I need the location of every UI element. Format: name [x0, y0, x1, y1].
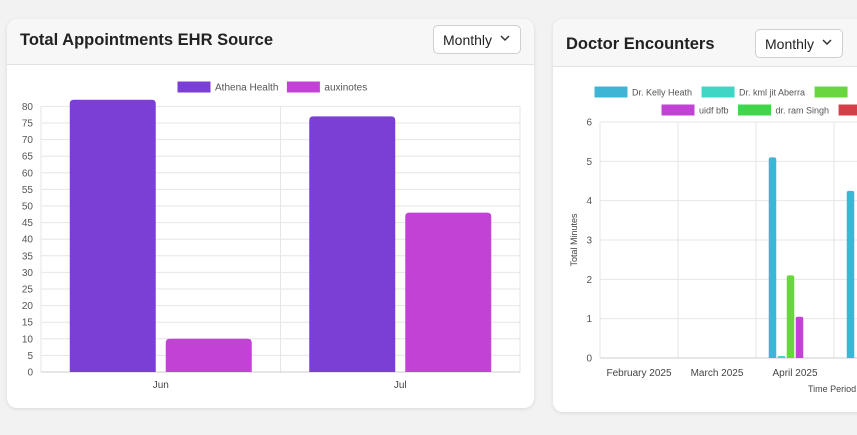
legend-swatch	[838, 104, 857, 116]
card-title: Total Appointments EHR Source	[20, 31, 274, 49]
y-tick-label: 55	[22, 185, 34, 196]
period-dropdown-label: Monthly	[443, 32, 493, 48]
y-tick-label: 6	[586, 118, 592, 129]
doctor-encounters-bar-chart: 0 1 2 3 4 5 6 February 2025 March 2025 April 2025…	[569, 86, 857, 394]
card-title: Doctor Encounters	[566, 35, 715, 53]
legend-swatch	[738, 104, 772, 116]
bar	[309, 116, 396, 372]
y-tick-label: 10	[22, 334, 34, 345]
y-tick-label: 30	[22, 268, 34, 279]
legend-swatch	[177, 81, 211, 93]
legend-swatch	[661, 104, 695, 116]
y-tick-label: 40	[22, 235, 34, 246]
legend-label: auxinotes	[324, 83, 367, 94]
ehr-source-card: Total Appointments EHR Source Monthly 0 5…	[7, 19, 534, 408]
y-tick-label: 1	[586, 314, 592, 325]
legend-label: Dr. kml jit Aberra	[739, 88, 805, 98]
legend-swatch	[286, 81, 320, 93]
y-tick-label: 0	[27, 368, 33, 379]
bar	[846, 190, 855, 358]
legend-label: dr. ram Singh	[776, 106, 830, 116]
y-tick-label: 2	[586, 275, 592, 286]
x-tick-label: Jun	[153, 380, 169, 391]
legend-label: Athena Health	[215, 83, 278, 94]
legend-swatch	[814, 86, 848, 98]
y-tick-label: 50	[22, 202, 34, 213]
x-tick-label: February 2025	[606, 368, 671, 379]
x-axis-title: Time Period	[808, 384, 856, 394]
ehr-source-bar-chart: 0 5 10 15 20 25 30 35 40 45 50 55 60 65 70 75 80 Jun Jul At…	[22, 81, 521, 391]
y-tick-label: 20	[22, 301, 34, 312]
legend-label: uidf bfb	[699, 106, 729, 116]
y-tick-label: 45	[22, 218, 34, 229]
legend-label: Dr. Kelly Heath	[632, 88, 692, 98]
doctor-encounters-card: Doctor Encounters Monthly 0 1 2 3 4 5 6 Februar…	[553, 19, 857, 412]
y-tick-label: 80	[22, 102, 34, 113]
y-tick-label: 4	[586, 196, 592, 207]
y-tick-label: 3	[586, 236, 592, 247]
bar	[777, 356, 786, 358]
y-tick-label: 70	[22, 135, 34, 146]
period-dropdown[interactable]: Monthly	[755, 29, 843, 58]
y-tick-label: 65	[22, 152, 34, 163]
period-dropdown-label: Monthly	[765, 36, 815, 52]
x-tick-label: April 2025	[772, 368, 817, 379]
y-tick-label: 15	[22, 318, 34, 329]
card-header: Doctor Encounters Monthly	[553, 19, 857, 67]
y-axis-title: Total Minutes	[569, 213, 579, 267]
x-tick-label: Jul	[394, 380, 407, 391]
y-tick-label: 5	[586, 157, 592, 168]
bar	[405, 212, 492, 372]
x-tick-label: March 2025	[691, 368, 744, 379]
chevron-down-icon	[500, 35, 510, 42]
y-tick-label: 0	[586, 354, 592, 365]
bar	[768, 157, 777, 358]
period-dropdown[interactable]: Monthly	[433, 25, 521, 54]
y-tick-label: 35	[22, 251, 34, 262]
bar	[165, 338, 252, 372]
card-header: Total Appointments EHR Source Monthly	[7, 19, 534, 65]
y-tick-label: 75	[22, 119, 34, 130]
y-tick-label: 5	[27, 351, 33, 362]
y-tick-label: 25	[22, 285, 34, 296]
bar	[69, 99, 156, 372]
y-tick-label: 60	[22, 168, 34, 179]
bar	[786, 275, 795, 358]
chevron-down-icon	[822, 39, 832, 46]
legend-swatch	[701, 86, 735, 98]
legend-swatch	[594, 86, 628, 98]
bar	[795, 316, 804, 358]
